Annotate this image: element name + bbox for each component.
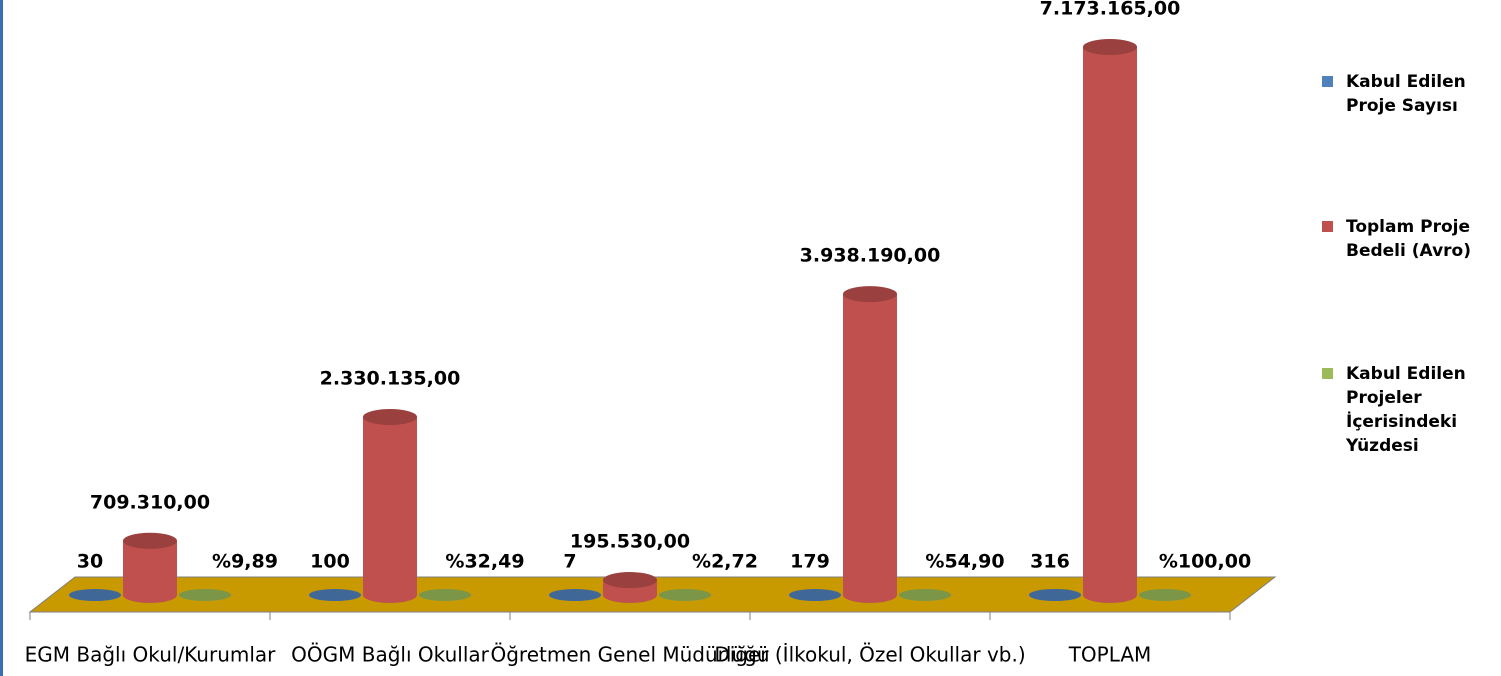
data-label: 7 (563, 551, 576, 573)
cylinder-part (603, 572, 657, 589)
legend-label: Toplam Proje Bedeli (Avro) (1346, 217, 1471, 261)
legend-item: Kabul Edilen Projeler İçerisindeki Yüzde… (1322, 362, 1501, 458)
cylinder-part (1029, 588, 1081, 601)
legend-label: Kabul Edilen Proje Sayısı (1346, 72, 1466, 116)
cylinder (419, 588, 471, 601)
x-tick-label: OÖGM Bağlı Okullar (291, 643, 489, 667)
cylinder-part (179, 588, 231, 601)
cylinder (843, 286, 897, 603)
data-label: 316 (1030, 551, 1070, 573)
cylinder (179, 588, 231, 601)
data-label: 2.330.135,00 (320, 367, 461, 389)
cylinder-part (1083, 38, 1137, 55)
data-label: %54,90 (925, 551, 1004, 573)
cylinder (549, 588, 601, 601)
x-tick-label: TOPLAM (1068, 643, 1152, 667)
data-label: %100,00 (1159, 551, 1251, 573)
cylinder (1083, 38, 1137, 603)
cylinder-part (419, 588, 471, 601)
data-label: %2,72 (692, 551, 758, 573)
cylinder-part (363, 408, 417, 425)
cylinder (363, 408, 417, 603)
cylinder (1029, 588, 1081, 601)
frame-edge (0, 0, 3, 676)
cylinder-part (1139, 588, 1191, 601)
data-label: %9,89 (212, 551, 278, 573)
cylinder-part (309, 588, 361, 601)
data-label: 100 (310, 551, 350, 573)
cylinder (603, 572, 657, 603)
x-tick-label: Öğretmen Genel Müdürlüğü (490, 643, 769, 667)
x-tick-label: EGM Bağlı Okul/Kurumlar (25, 643, 277, 667)
cylinder-part (843, 294, 897, 603)
cylinder (1139, 588, 1191, 601)
x-tick-label: Diğer (İlkokul, Özel Okullar vb.) (714, 643, 1025, 667)
legend-swatch (1322, 368, 1333, 379)
cylinder-part (69, 588, 121, 601)
cylinder-part (659, 588, 711, 601)
cylinder (69, 588, 121, 601)
data-label: %32,49 (445, 551, 524, 573)
legend-swatch (1322, 76, 1333, 87)
cylinder-part (899, 588, 951, 601)
data-label: 179 (790, 551, 830, 573)
data-label: 709.310,00 (90, 491, 210, 513)
legend-item: Kabul Edilen Proje Sayısı (1322, 70, 1501, 118)
data-label: 195.530,00 (570, 531, 690, 553)
legend-label: Kabul Edilen Projeler İçerisindeki Yüzde… (1346, 364, 1466, 456)
cylinder-part (363, 416, 417, 603)
cylinder (899, 588, 951, 601)
cylinder-part (789, 588, 841, 601)
cylinder (659, 588, 711, 601)
cylinder (789, 588, 841, 601)
data-label: 3.938.190,00 (800, 245, 941, 267)
data-label: 7.173.165,00 (1040, 0, 1181, 19)
cylinder-part (1083, 46, 1137, 603)
legend-item: Toplam Proje Bedeli (Avro) (1322, 215, 1501, 263)
cylinder-part (123, 532, 177, 549)
data-label: 30 (77, 551, 103, 573)
cylinder-part (843, 286, 897, 303)
legend-swatch (1322, 221, 1333, 232)
cylinder (309, 588, 361, 601)
cylinder-part (549, 588, 601, 601)
cylinder (123, 532, 177, 603)
cylinder-part (123, 540, 177, 603)
